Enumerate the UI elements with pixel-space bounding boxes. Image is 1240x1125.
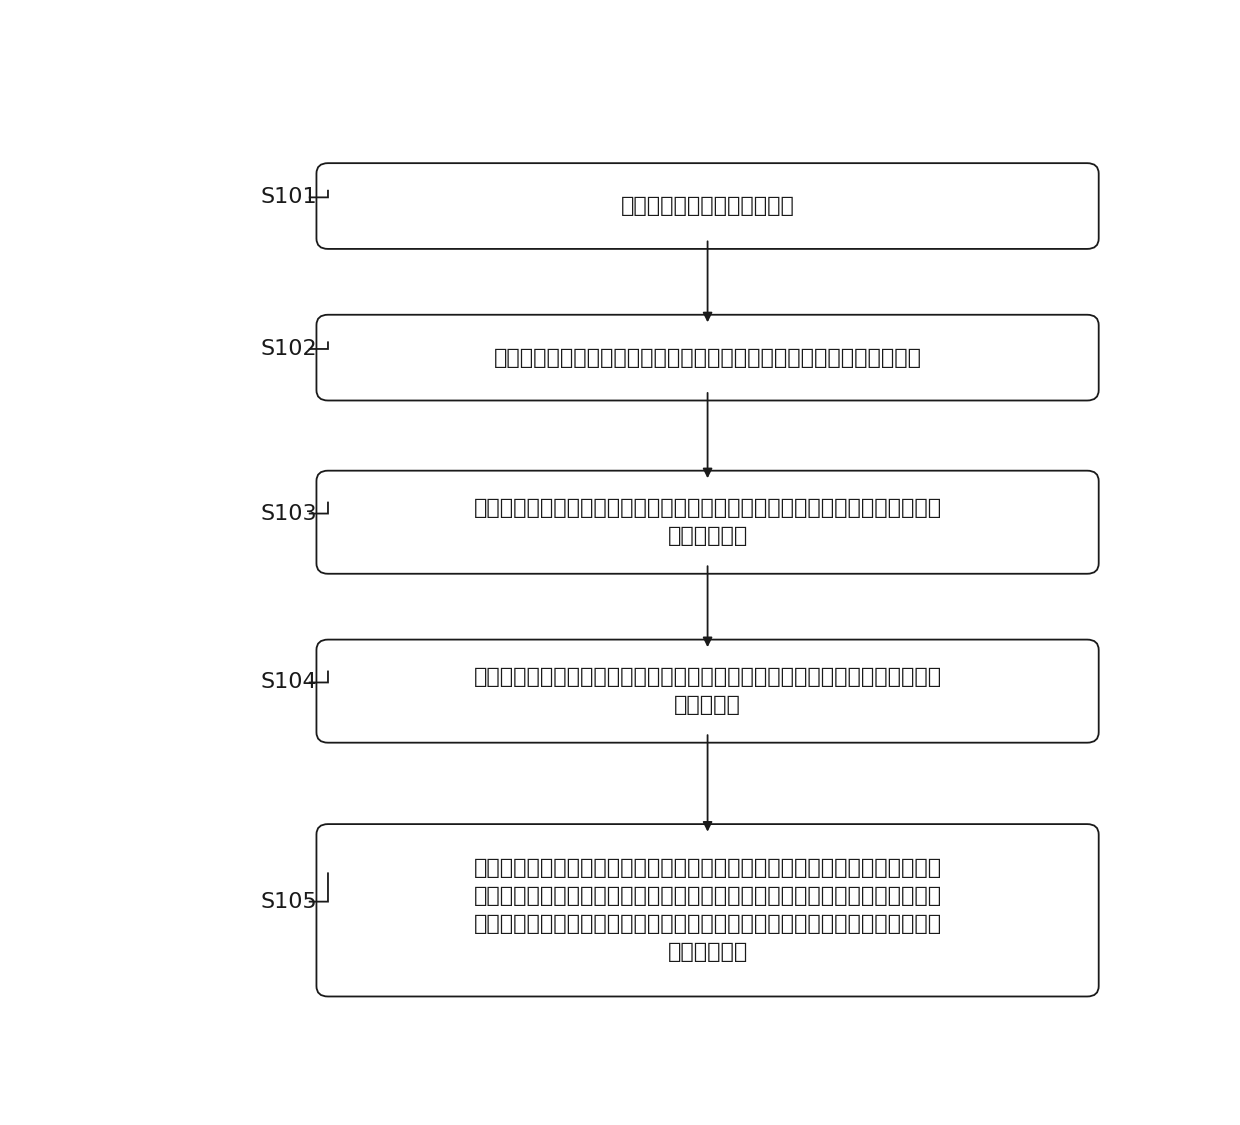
Text: S103: S103 <box>260 504 317 523</box>
Text: 处理电路接收比较结果信号，当处理电路确定比较结果信号对应的输出电压与阈
值电压的差值大于等于设定电压时，则产生液面确认信号以确定液面侦测针接触
到液面；其中，阈: 处理电路接收比较结果信号，当处理电路确定比较结果信号对应的输出电压与阈 值电压的… <box>474 858 941 962</box>
FancyBboxPatch shape <box>316 315 1099 400</box>
FancyBboxPatch shape <box>316 470 1099 574</box>
Text: 将液面侦测针与采样电路连接: 将液面侦测针与采样电路连接 <box>621 196 795 216</box>
Text: 比较电路接收第一信号和第二信号，并比较第一信号和第二信号以产生相应的比
较结果信号: 比较电路接收第一信号和第二信号，并比较第一信号和第二信号以产生相应的比 较结果信… <box>474 667 941 716</box>
Text: S101: S101 <box>260 188 317 207</box>
Text: S102: S102 <box>260 339 317 359</box>
Text: 基准电路和采样电路分别接收预定频率和预定波形的信号，并输出相应的第一信
号和第二信号: 基准电路和采样电路分别接收预定频率和预定波形的信号，并输出相应的第一信 号和第二… <box>474 498 941 547</box>
Text: S104: S104 <box>260 673 317 693</box>
FancyBboxPatch shape <box>316 163 1099 249</box>
Text: S105: S105 <box>260 892 317 911</box>
FancyBboxPatch shape <box>316 640 1099 743</box>
FancyBboxPatch shape <box>316 825 1099 997</box>
Text: 液面侦测针朝向液面移动，信号产生电路提供预定频率和预定波形的信号: 液面侦测针朝向液面移动，信号产生电路提供预定频率和预定波形的信号 <box>494 348 921 368</box>
